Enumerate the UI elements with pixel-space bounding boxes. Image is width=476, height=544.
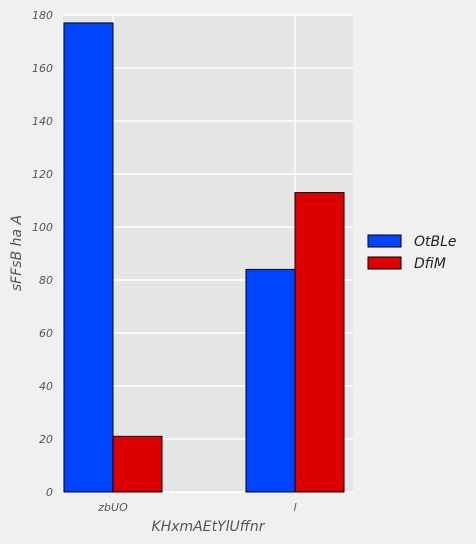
bars — [63, 22, 345, 493]
y-axis-ticks: 0 20 40 60 80 100 120 140 160 180 — [32, 9, 53, 499]
bar-OtBLe-zbUO — [63, 22, 114, 493]
bar-DfiM-l — [294, 192, 345, 493]
legend: OtBLe DfiM — [367, 234, 457, 272]
y-tick-label: 160 — [32, 62, 53, 75]
y-tick-label: 20 — [39, 433, 53, 446]
legend-swatch — [367, 234, 402, 248]
y-tick-label: 0 — [46, 486, 53, 499]
x-tick-label: l — [293, 501, 296, 514]
legend-label: OtBLe — [414, 234, 457, 250]
bar-OtBLe-l — [245, 268, 296, 493]
x-tick-label: zbUO — [97, 501, 128, 514]
x-axis-label: KHxmAEtYlUffnr — [152, 519, 266, 535]
y-tick-label: 180 — [32, 9, 53, 22]
y-tick-label: 140 — [32, 115, 53, 128]
y-tick-label: 80 — [39, 274, 53, 287]
bar-DfiM-zbUO — [112, 435, 163, 493]
legend-label: DfiM — [414, 256, 446, 272]
y-tick-label: 40 — [39, 380, 53, 393]
y-tick-label: 60 — [39, 327, 53, 340]
x-axis-ticks: zbUO l — [97, 501, 296, 514]
y-tick-label: 120 — [32, 168, 53, 181]
legend-swatch — [367, 256, 402, 270]
y-axis-label: sFFsB ha A — [9, 215, 25, 291]
y-tick-label: 100 — [32, 221, 53, 234]
